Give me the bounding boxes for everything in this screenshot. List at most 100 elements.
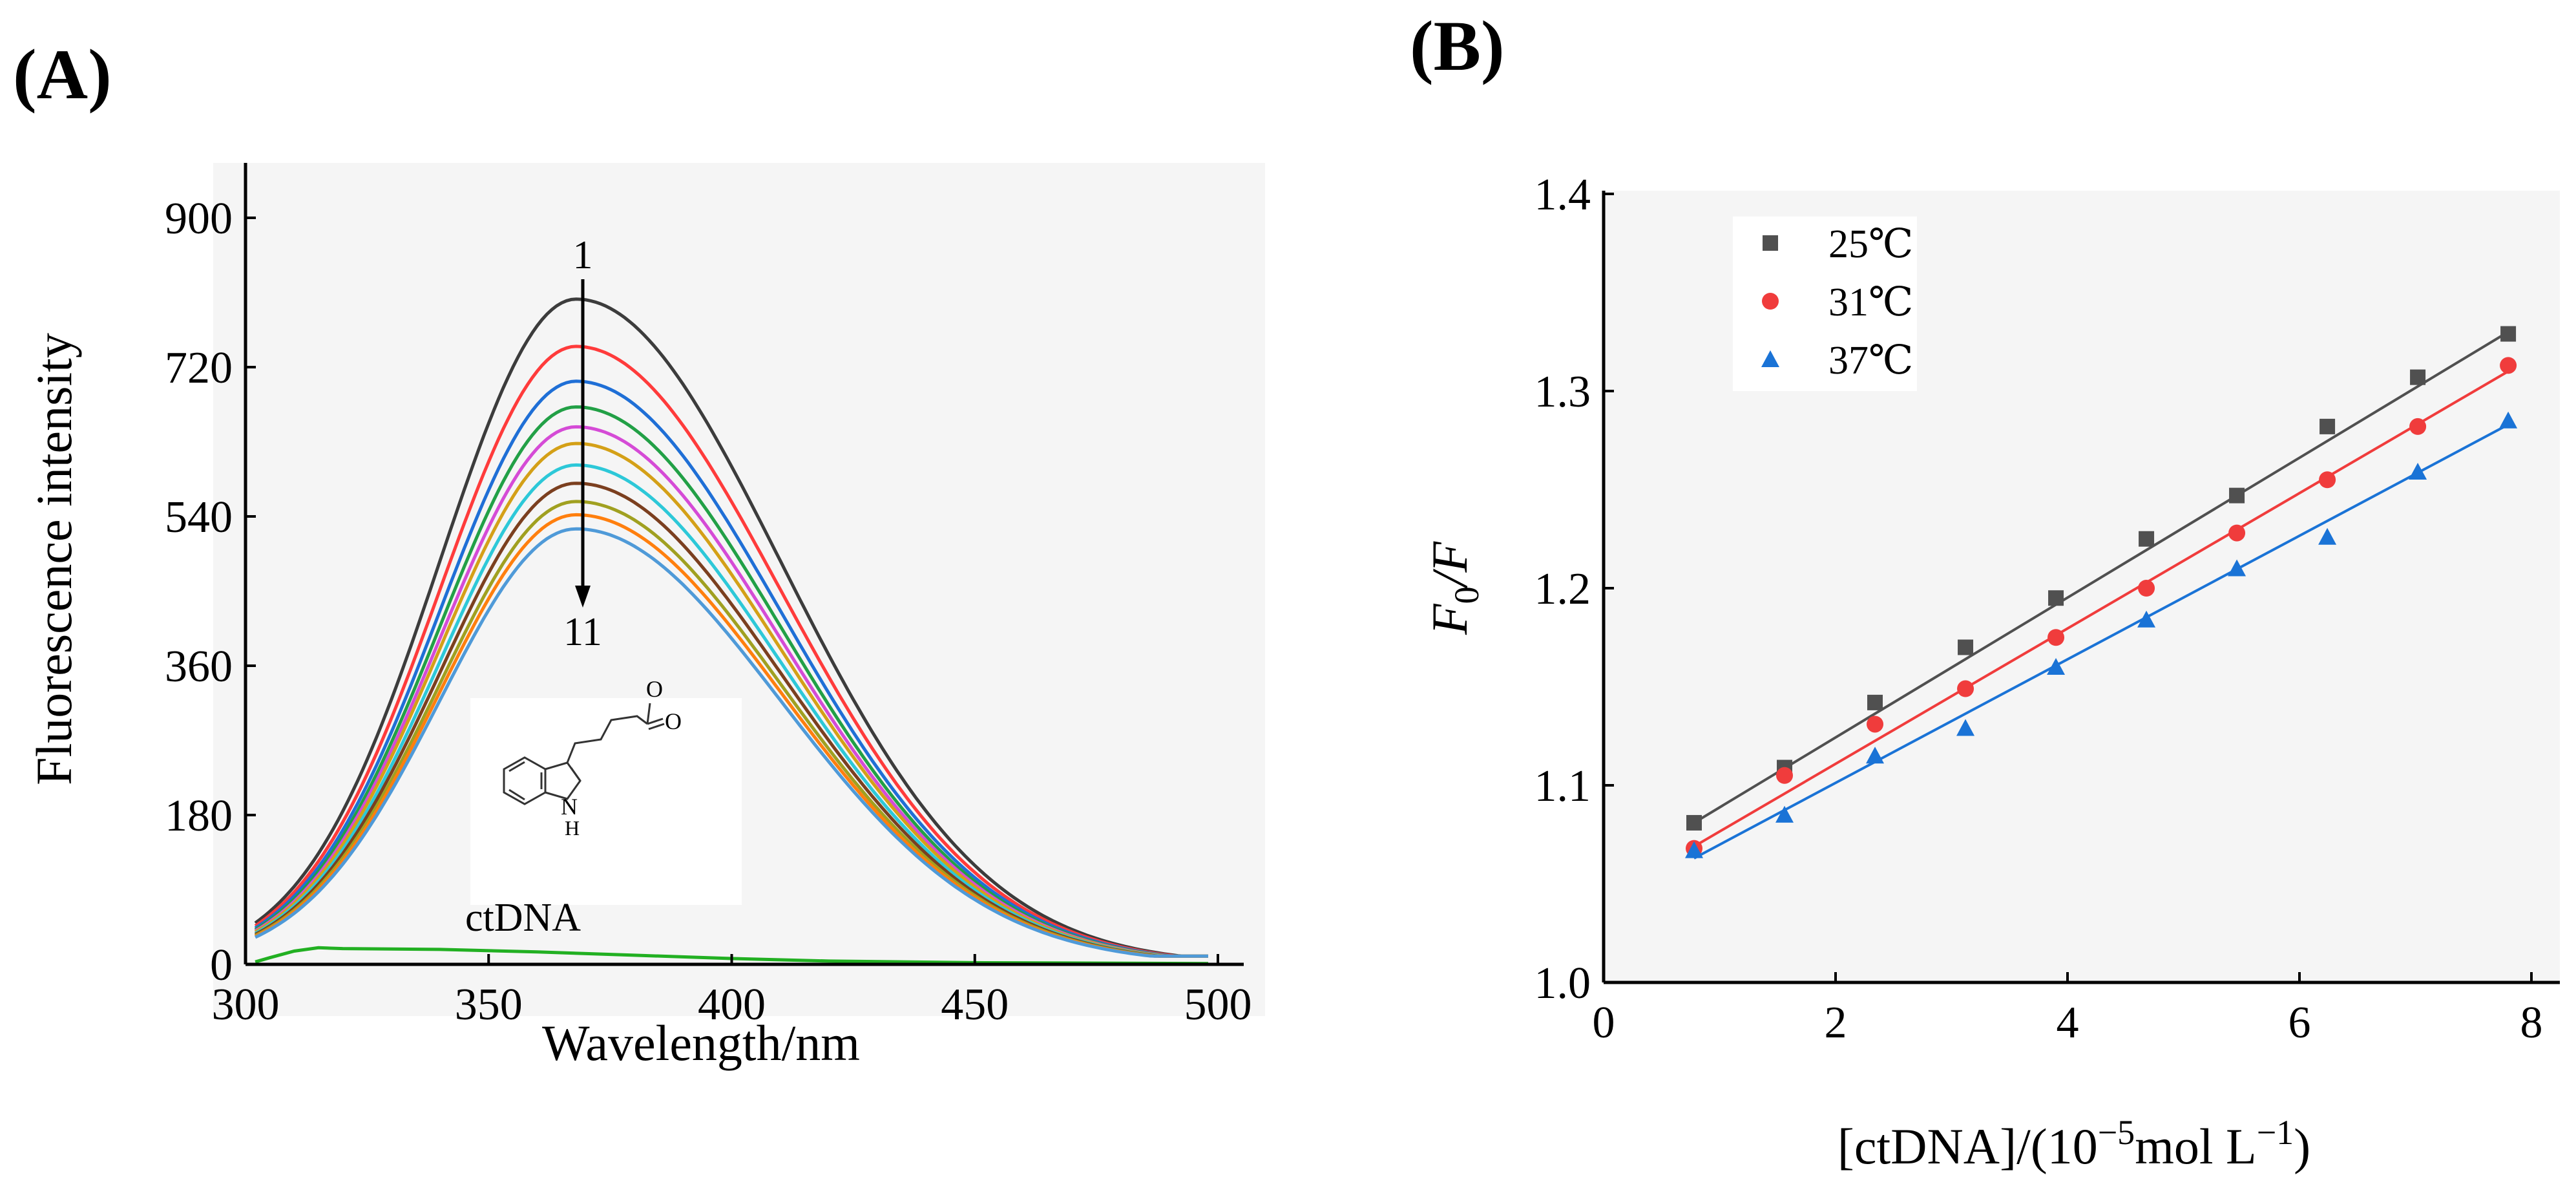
x-title-sup1: −5 [2098,1113,2135,1152]
y-tick-label: 1.4 [1534,170,1591,220]
data-point [1867,694,1883,710]
y-tick-label: 540 [165,493,233,542]
y-tick-label: 720 [165,343,233,393]
data-point [2228,524,2246,542]
data-point [2048,590,2064,606]
data-point [1956,719,1975,736]
propionic-chain [566,715,648,763]
molecule-structure: O O N H [470,676,742,905]
data-point [1957,680,1974,697]
y-title-end: /F [1421,541,1478,589]
data-point [1686,814,1702,831]
data-point [2319,418,2336,434]
chart-b: 0 2 4 6 8 1.0 1.1 1.2 1.3 1.4 25℃ 31℃ 37℃ [ctDNA]/(… [1421,170,2560,1174]
molecule-bond [648,723,665,730]
y-tick-label: 900 [165,194,233,244]
data-point [2047,629,2065,646]
x-title-end: ) [2294,1118,2310,1174]
arrow-start-label: 1 [573,233,593,277]
data-point [2499,411,2518,429]
legend: 25℃ 31℃ 37℃ [1761,222,1913,383]
panel-a-label: (A) [13,35,112,114]
molecule-bond [508,789,525,801]
data-point [1776,767,1794,784]
curve-ctDNA [255,946,1209,966]
data-point [2410,369,2426,385]
data-point [2318,527,2337,545]
data-point [2500,326,2517,342]
y-title-main: F [1421,603,1478,635]
y-tick-label: 1.0 [1534,959,1591,1008]
fit-line-1 [1693,370,2509,848]
ctdna-label: ctDNA [465,896,581,940]
molecule-bond [647,717,664,725]
y-tick-label: 1.3 [1534,367,1591,417]
curve-11 [255,527,1208,958]
chart-a-x-axis-title: Wavelength/nm [542,1015,860,1071]
data-point [1866,747,1885,764]
y-title-sub: 0 [1447,586,1486,604]
x-tick-label: 350 [455,980,523,1030]
molecule-atom-o: O [665,708,682,734]
data-point [2409,463,2427,480]
data-point [1958,639,1974,655]
data-point [2229,487,2245,504]
chart-a-y-axis-title: Fluorescence intensity [26,333,82,785]
data-point [1867,716,1884,733]
x-tick-label: 4 [2057,998,2079,1048]
molecule-atom-h: H [565,816,580,840]
x-tick-label: 8 [2520,998,2543,1048]
y-tick-label: 360 [165,642,233,692]
data-point [2228,559,2246,577]
fit-line-0 [1693,330,2509,824]
legend-marker [1763,235,1778,251]
chart-b-x-axis-title: [ctDNA]/(10−5mol L−1) [1838,1113,2310,1174]
chart-a: O O N H 1 11 ctDNA 300 350 400 450 500 0 180 36… [26,163,1265,1071]
chart-b-y-axis-title: F0/F [1421,541,1486,635]
y-tick-label: 0 [210,940,233,990]
quench-arrow-head [575,586,591,608]
fit-line-2 [1693,423,2509,860]
y-tick-label: 1.1 [1534,761,1591,811]
molecule-atom-o: O [646,676,663,702]
data-point [2319,471,2336,489]
data-point [2500,357,2517,374]
data-point [2138,580,2155,597]
data-point [2409,418,2427,435]
y-tick-label: 1.2 [1534,564,1591,614]
legend-label: 37℃ [1828,339,1913,383]
chart-b-fit-lines [1693,330,2509,860]
curve-2 [254,345,1208,958]
molecule-background [470,698,742,905]
x-title-sup2: −1 [2257,1113,2294,1152]
x-title-part: [ctDNA]/(10 [1838,1118,2098,1174]
data-point [2137,610,2156,628]
y-tick-label: 180 [165,791,233,841]
molecule-atom-n: N [561,794,578,820]
x-tick-label: 300 [212,980,280,1030]
molecule-bond [508,761,525,772]
arrow-end-label: 11 [563,610,602,654]
legend-label: 25℃ [1828,222,1913,266]
data-point [2047,658,2066,675]
legend-marker [1762,293,1779,310]
data-point [1685,841,1704,858]
x-tick-label: 500 [1184,980,1252,1030]
legend-marker [1761,350,1779,367]
legend-label: 31℃ [1828,281,1913,324]
molecule-bond [570,767,581,781]
panel-b-label: (B) [1410,6,1505,85]
curve-1 [254,297,1208,958]
chart-a-curves [254,297,1209,966]
x-tick-label: 0 [1593,998,1615,1048]
chart-b-points [1685,326,2518,858]
data-point [2139,531,2155,547]
chart-a-ticks: 300 350 400 450 500 0 180 360 540 720 900 [165,194,1252,1030]
curve-3 [254,379,1208,958]
data-point [1775,805,1794,823]
molecule-bond [646,703,651,725]
chart-b-ticks: 0 2 4 6 8 1.0 1.1 1.2 1.3 1.4 [1534,170,2543,1048]
x-tick-label: 2 [1825,998,1847,1048]
x-tick-label: 400 [698,980,766,1030]
